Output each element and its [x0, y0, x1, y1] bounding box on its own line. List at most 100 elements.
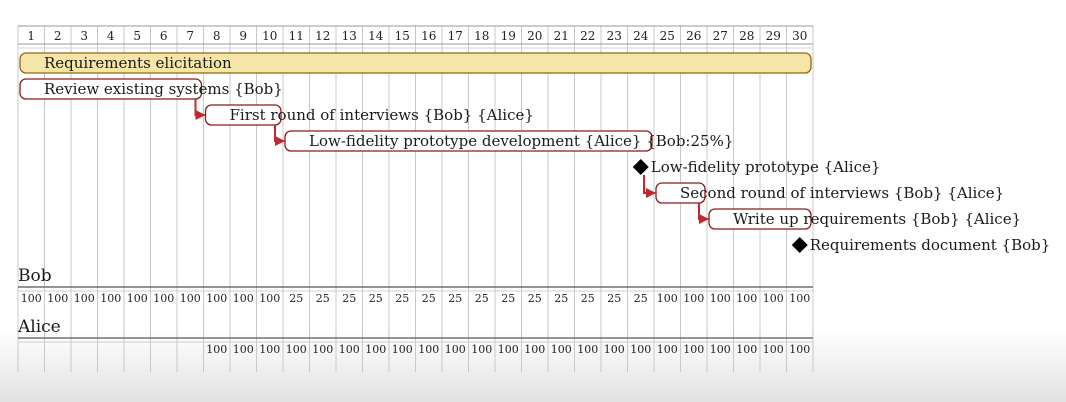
task-label: Second round of interviews {Bob} {Alice} — [680, 184, 1004, 202]
day-number: 21 — [554, 29, 569, 43]
load-value: 100 — [339, 343, 360, 356]
load-value: 100 — [47, 292, 68, 305]
resource-name: Bob — [18, 266, 52, 286]
task-label: Review existing systems {Bob} — [44, 80, 283, 98]
load-value: 100 — [418, 343, 439, 356]
load-value: 100 — [577, 343, 598, 356]
load-value: 25 — [342, 292, 356, 305]
task-label: Low-fidelity prototype development {Alic… — [309, 132, 733, 150]
load-value: 100 — [736, 343, 757, 356]
task-bar — [19, 78, 203, 100]
load-value: 25 — [528, 292, 542, 305]
load-value: 25 — [448, 292, 462, 305]
day-number: 9 — [239, 29, 247, 43]
load-value: 100 — [604, 343, 625, 356]
load-value: 100 — [683, 343, 704, 356]
load-value: 100 — [312, 343, 333, 356]
day-number: 20 — [527, 29, 542, 43]
load-value: 100 — [153, 292, 174, 305]
task-bar — [708, 208, 812, 230]
task-label: First round of interviews {Bob} {Alice} — [230, 106, 534, 124]
task-bar — [204, 104, 282, 126]
load-value: 100 — [21, 292, 42, 305]
day-number: 2 — [54, 29, 62, 43]
day-number: 12 — [315, 29, 330, 43]
day-number: 19 — [501, 29, 516, 43]
load-value: 100 — [789, 292, 810, 305]
load-value: 25 — [316, 292, 330, 305]
day-number: 22 — [580, 29, 595, 43]
load-value: 100 — [127, 292, 148, 305]
load-value: 100 — [789, 343, 810, 356]
day-number: 16 — [421, 29, 436, 43]
day-number: 6 — [160, 29, 168, 43]
load-value: 25 — [501, 292, 515, 305]
day-number: 18 — [474, 29, 489, 43]
resource-name: Alice — [17, 317, 61, 337]
task-bar — [655, 182, 706, 204]
load-value: 100 — [736, 292, 757, 305]
day-header: 1 2 3 4 5 6 7 8 9 10 11 12 13 14 15 16 17 18 19 20 21 22 23 24 2… — [18, 25, 813, 49]
load-value: 100 — [74, 292, 95, 305]
load-value: 100 — [365, 343, 386, 356]
task-rows: Requirements elicitation Review existing … — [19, 52, 1051, 254]
day-number: 4 — [107, 29, 115, 43]
load-value: 25 — [634, 292, 648, 305]
day-number: 29 — [766, 29, 781, 43]
load-value: 100 — [233, 343, 254, 356]
load-value: 100 — [551, 343, 572, 356]
day-number: 1 — [27, 29, 35, 43]
load-value: 100 — [763, 292, 784, 305]
task-bar — [284, 130, 653, 152]
load-value: 25 — [395, 292, 409, 305]
load-value: 100 — [630, 343, 651, 356]
day-number: 28 — [739, 29, 754, 43]
dependency-arrow — [698, 203, 709, 224]
day-number: 11 — [289, 29, 304, 43]
load-value: 100 — [710, 343, 731, 356]
day-number: 15 — [395, 29, 410, 43]
load-value: 100 — [657, 292, 678, 305]
load-value: 100 — [180, 292, 201, 305]
task-label: Write up requirements {Bob} {Alice} — [733, 210, 1021, 228]
load-value: 100 — [763, 343, 784, 356]
summary-bar — [19, 52, 812, 74]
load-value: 100 — [233, 292, 254, 305]
dependency-arrow — [194, 99, 206, 120]
milestone-label: Requirements document {Bob} — [810, 236, 1051, 254]
load-value: 100 — [100, 292, 121, 305]
milestone-diamond — [632, 159, 649, 175]
load-value: 25 — [475, 292, 489, 305]
day-number: 30 — [792, 29, 807, 43]
day-number: 13 — [342, 29, 357, 43]
load-value: 25 — [289, 292, 303, 305]
day-number: 8 — [213, 29, 221, 43]
load-value: 25 — [422, 292, 436, 305]
load-value: 25 — [554, 292, 568, 305]
load-value: 100 — [206, 292, 227, 305]
load-value: 100 — [259, 343, 280, 356]
load-value: 100 — [657, 343, 678, 356]
day-number: 25 — [660, 29, 675, 43]
day-number: 10 — [262, 29, 277, 43]
load-value: 25 — [581, 292, 595, 305]
load-value: 100 — [445, 343, 466, 356]
day-number: 26 — [686, 29, 701, 43]
load-value: 100 — [710, 292, 731, 305]
day-number: 3 — [80, 29, 88, 43]
milestone-label: Low-fidelity prototype {Alice} — [651, 158, 881, 176]
day-number: 7 — [186, 29, 194, 43]
resource-rows: Bob 100 100 100 100 100 100 100 100 100 100 25 25 25 2… — [17, 266, 813, 356]
dependency-arrow — [274, 125, 285, 146]
day-number: 23 — [607, 29, 622, 43]
day-number: 17 — [448, 29, 463, 43]
load-value: 100 — [683, 292, 704, 305]
task-label: Requirements elicitation — [44, 54, 232, 72]
load-value: 25 — [369, 292, 383, 305]
load-value: 25 — [607, 292, 621, 305]
day-number: 5 — [133, 29, 141, 43]
day-number: 14 — [368, 29, 384, 43]
load-value: 100 — [259, 292, 280, 305]
milestone-diamond — [791, 237, 808, 253]
